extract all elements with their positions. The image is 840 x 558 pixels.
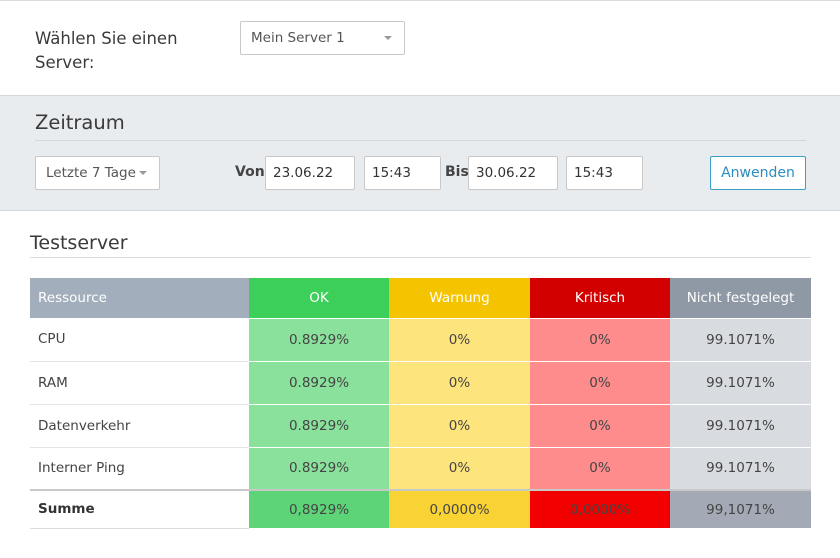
to-label: Bis	[445, 164, 469, 180]
cell-undefined: 99.1071%	[670, 317, 811, 361]
range-title: Zeitraum	[35, 111, 125, 134]
server-select[interactable]: Mein Server 1	[240, 21, 405, 55]
cell-critical: 0%	[530, 317, 670, 361]
chevron-down-icon	[384, 36, 392, 40]
table-row: Interner Ping 0.8929% 0% 0% 99.1071%	[30, 446, 811, 490]
cell-warning: 0%	[389, 446, 530, 490]
cell-ok: 0.8929%	[249, 403, 389, 447]
server-section: Wählen Sie einen Server: Mein Server 1	[0, 1, 840, 95]
header-warning[interactable]: Warnung	[389, 278, 530, 318]
to-time-input[interactable]	[566, 156, 643, 190]
from-time-input[interactable]	[364, 156, 441, 190]
sum-label: Summe	[30, 489, 249, 529]
period-select[interactable]: Letzte 7 Tage	[35, 156, 160, 190]
table-row: RAM 0.8929% 0% 0% 99.1071%	[30, 360, 811, 404]
from-date-input[interactable]	[265, 156, 355, 190]
server-select-value: Mein Server 1	[251, 30, 345, 46]
table-header-row: Ressource OK Warnung Kritisch Nicht fest…	[30, 278, 811, 318]
cell-critical: 0%	[530, 403, 670, 447]
table-row: CPU 0.8929% 0% 0% 99.1071%	[30, 317, 811, 361]
table-divider	[30, 257, 811, 258]
range-section: Zeitraum Letzte 7 Tage Von Bis Anwenden	[0, 95, 840, 211]
sum-row: Summe 0,8929% 0,0000% 0,0000% 99,1071%	[30, 489, 811, 529]
header-ok[interactable]: OK	[249, 278, 389, 318]
to-date-input[interactable]	[468, 156, 558, 190]
cell-ok: 0.8929%	[249, 446, 389, 490]
sum-ok: 0,8929%	[249, 489, 389, 528]
cell-resource: CPU	[30, 318, 249, 361]
cell-warning: 0%	[389, 317, 530, 361]
apply-button[interactable]: Anwenden	[710, 156, 806, 190]
range-divider	[35, 140, 806, 141]
cell-resource: Interner Ping	[30, 446, 249, 490]
cell-ok: 0.8929%	[249, 360, 389, 404]
header-undefined[interactable]: Nicht festgelegt	[670, 278, 811, 318]
cell-undefined: 99.1071%	[670, 403, 811, 447]
chevron-down-icon	[139, 171, 147, 175]
cell-resource: RAM	[30, 360, 249, 404]
cell-warning: 0%	[389, 403, 530, 447]
from-label: Von	[235, 164, 265, 180]
cell-undefined: 99.1071%	[670, 446, 811, 490]
header-resource[interactable]: Ressource	[30, 278, 249, 318]
sum-undefined: 99,1071%	[670, 489, 811, 528]
cell-critical: 0%	[530, 360, 670, 404]
sum-warning: 0,0000%	[389, 489, 530, 528]
sum-critical: 0,0000%	[530, 489, 670, 528]
cell-undefined: 99.1071%	[670, 360, 811, 404]
cell-warning: 0%	[389, 360, 530, 404]
table-row: Datenverkehr 0.8929% 0% 0% 99.1071%	[30, 403, 811, 447]
cell-critical: 0%	[530, 446, 670, 490]
header-critical[interactable]: Kritisch	[530, 278, 670, 318]
cell-resource: Datenverkehr	[30, 403, 249, 447]
server-select-label: Wählen Sie einen Server:	[35, 29, 178, 72]
table-title: Testserver	[30, 232, 128, 254]
cell-ok: 0.8929%	[249, 317, 389, 361]
status-table: Ressource OK Warnung Kritisch Nicht fest…	[30, 278, 811, 529]
period-select-value: Letzte 7 Tage	[46, 165, 136, 181]
